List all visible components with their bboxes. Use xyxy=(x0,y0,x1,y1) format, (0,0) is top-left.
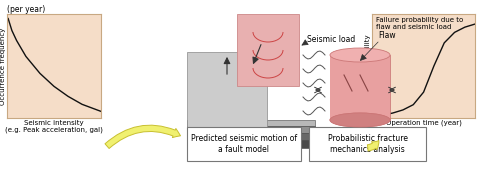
Bar xyxy=(237,14,299,86)
Text: Predicted seismic motion of
a fault model: Predicted seismic motion of a fault mode… xyxy=(191,134,297,154)
Y-axis label: Failure probability: Failure probability xyxy=(365,35,371,97)
FancyArrowPatch shape xyxy=(105,125,180,149)
Bar xyxy=(187,140,315,148)
X-axis label: Operation time (year): Operation time (year) xyxy=(385,120,462,126)
FancyBboxPatch shape xyxy=(187,127,301,161)
Bar xyxy=(187,52,267,132)
Text: Failure probability due to
flaw and seismic load: Failure probability due to flaw and seis… xyxy=(376,17,463,30)
Bar xyxy=(187,133,315,140)
Bar xyxy=(187,126,315,133)
Text: Flaw: Flaw xyxy=(378,31,396,41)
Bar xyxy=(330,55,390,120)
Y-axis label: Occurrence frequency: Occurrence frequency xyxy=(0,27,6,105)
Ellipse shape xyxy=(330,113,390,127)
Ellipse shape xyxy=(330,113,390,127)
FancyBboxPatch shape xyxy=(309,127,426,161)
Text: Seismic load: Seismic load xyxy=(307,35,355,44)
Text: Probabilistic fracture
mechanics analysis: Probabilistic fracture mechanics analysi… xyxy=(327,134,408,154)
X-axis label: Seismic intensity
(e.g. Peak acceleration, gal): Seismic intensity (e.g. Peak acceleratio… xyxy=(5,120,103,133)
Bar xyxy=(187,120,315,126)
Ellipse shape xyxy=(330,48,390,62)
FancyArrowPatch shape xyxy=(367,140,379,151)
Text: (per year): (per year) xyxy=(7,5,46,14)
